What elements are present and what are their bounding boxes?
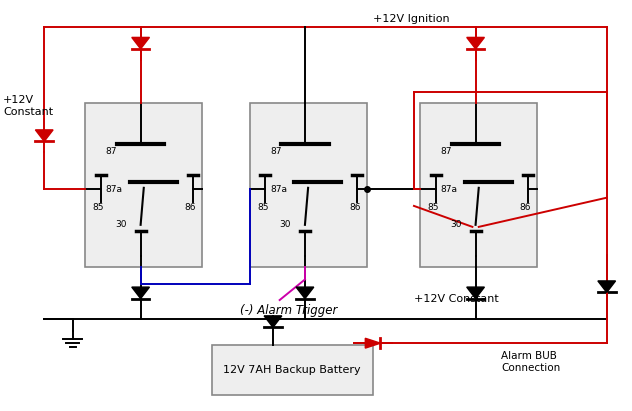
Text: 30: 30 xyxy=(279,220,291,229)
Text: Alarm BUB
Connection: Alarm BUB Connection xyxy=(501,351,561,373)
Text: 30: 30 xyxy=(450,220,462,229)
Polygon shape xyxy=(131,37,149,49)
Text: +12V Constant: +12V Constant xyxy=(414,294,499,304)
Bar xyxy=(212,345,373,395)
Text: 12V 7AH Backup Battery: 12V 7AH Backup Battery xyxy=(224,365,361,375)
Text: 85: 85 xyxy=(427,203,439,212)
Text: 86: 86 xyxy=(185,203,197,212)
Text: 85: 85 xyxy=(257,203,269,212)
Polygon shape xyxy=(296,287,313,298)
Polygon shape xyxy=(131,287,149,298)
Text: 87: 87 xyxy=(106,147,118,156)
Text: +12V Ignition: +12V Ignition xyxy=(373,14,449,24)
Text: 87: 87 xyxy=(441,147,453,156)
Bar xyxy=(420,103,537,267)
Polygon shape xyxy=(264,316,282,327)
Text: 87a: 87a xyxy=(270,185,287,194)
Text: (-) Alarm Trigger: (-) Alarm Trigger xyxy=(240,305,337,317)
Polygon shape xyxy=(466,37,484,49)
Text: 87a: 87a xyxy=(106,185,123,194)
Bar xyxy=(250,103,367,267)
Text: 87: 87 xyxy=(270,147,282,156)
Polygon shape xyxy=(466,287,484,298)
Text: 30: 30 xyxy=(115,220,127,229)
Polygon shape xyxy=(598,281,616,293)
Bar xyxy=(85,103,202,267)
Text: 86: 86 xyxy=(520,203,532,212)
Text: 87a: 87a xyxy=(441,185,458,194)
Polygon shape xyxy=(365,338,380,348)
Text: 85: 85 xyxy=(92,203,104,212)
Text: 86: 86 xyxy=(349,203,361,212)
Polygon shape xyxy=(35,130,53,141)
Text: +12V
Constant: +12V Constant xyxy=(3,95,53,117)
